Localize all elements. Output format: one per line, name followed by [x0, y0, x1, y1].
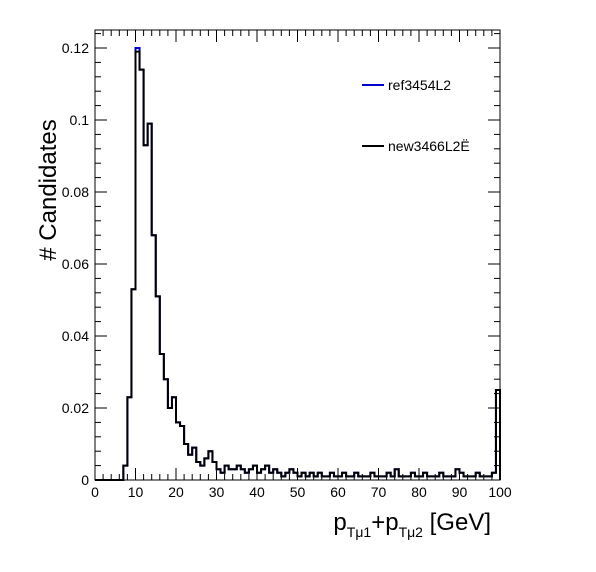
legend-label-ref: ref3454L2	[388, 77, 451, 93]
series-layer	[95, 47, 501, 481]
legend: ref3454L2 new3466L2Ë	[358, 70, 488, 185]
y-tick-label: 0.02	[62, 400, 89, 416]
x-axis-title-p2: p	[385, 509, 398, 536]
x-axis-title-unit: [GeV]	[423, 509, 491, 536]
histogram-series-1	[95, 50, 501, 481]
x-tick-label: 10	[128, 484, 144, 500]
x-tick-label: 30	[209, 484, 225, 500]
x-tick-label: 80	[411, 484, 427, 500]
legend-label-new: new3466L2Ë	[388, 138, 470, 154]
x-axis-title-sub1: Tμ1	[347, 524, 372, 540]
y-tick-label: 0.04	[62, 328, 89, 344]
x-tick-label: 70	[371, 484, 387, 500]
y-axis-title: # Candidates	[35, 119, 62, 260]
y-tick-label: 0.12	[62, 40, 89, 56]
x-axis-title-p1: p	[333, 509, 346, 536]
tick-labels: 0 10 20 30 40 50 60 70 80 90 100 0 0.02 0.04 0.06 0.08 0…	[62, 40, 512, 500]
plot-frame	[94, 29, 501, 481]
x-tick-label: 60	[330, 484, 346, 500]
x-axis-title-plus: +	[371, 509, 385, 536]
x-axis-title-sub2: Tμ2	[399, 524, 424, 540]
x-tick-label: 100	[488, 484, 512, 500]
y-tick-label: 0.08	[62, 184, 89, 200]
x-tick-label: 20	[168, 484, 184, 500]
x-axis-title: pTμ1+pTμ2 [GeV]	[333, 509, 491, 540]
y-tick-label: 0	[81, 472, 89, 488]
x-tick-label: 40	[249, 484, 265, 500]
y-tick-label: 0.1	[70, 112, 90, 128]
y-tick-label: 0.06	[62, 256, 89, 272]
x-tick-label: 0	[91, 484, 99, 500]
legend-box	[358, 70, 488, 185]
x-tick-label: 90	[452, 484, 468, 500]
x-tick-label: 50	[290, 484, 306, 500]
